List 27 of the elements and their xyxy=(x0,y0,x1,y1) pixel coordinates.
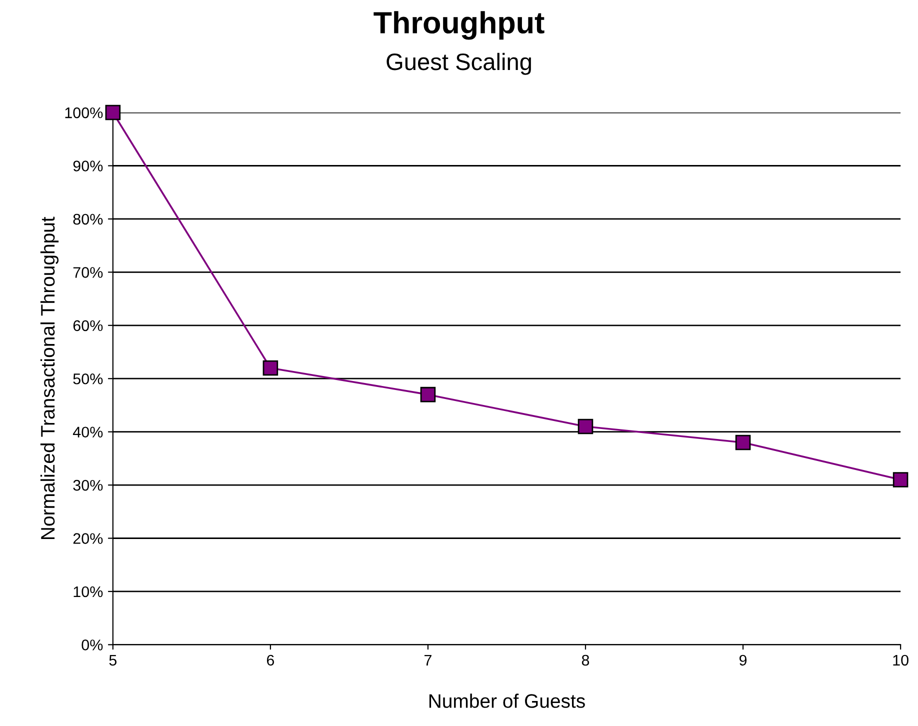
x-tick-label: 10 xyxy=(893,654,908,666)
y-tick-label: 30% xyxy=(73,480,103,491)
y-axis-title: Normalized Transactional Throughput xyxy=(40,216,59,539)
y-tick-label: 60% xyxy=(73,320,103,332)
point xyxy=(735,434,751,450)
y-tick-label: 20% xyxy=(73,533,103,544)
y-tick-label: 10% xyxy=(74,586,103,598)
y-tick-label: 50% xyxy=(73,373,103,384)
y-tick-label: 0% xyxy=(82,640,103,650)
y-tick-label: 70% xyxy=(73,267,103,278)
point xyxy=(578,418,594,434)
x-axis-title: Number of Guests xyxy=(429,694,585,708)
point xyxy=(262,360,278,376)
x-tick-label: 6 xyxy=(266,654,274,666)
y-tick-label: 80% xyxy=(73,214,103,225)
point xyxy=(892,472,908,488)
point xyxy=(420,386,436,402)
x-tick-label: 7 xyxy=(424,654,432,666)
x-tick-label: 5 xyxy=(109,654,117,666)
chart-title: Throughput xyxy=(374,11,544,40)
point xyxy=(105,104,121,120)
y-tick-label: 100% xyxy=(65,107,103,118)
x-tick-label: 8 xyxy=(582,654,590,666)
chart-subtitle: Guest Scaling xyxy=(386,52,531,75)
x-tick-label: 9 xyxy=(739,654,747,666)
y-tick-label: 40% xyxy=(72,426,103,438)
y-tick-label: 90% xyxy=(73,160,103,172)
